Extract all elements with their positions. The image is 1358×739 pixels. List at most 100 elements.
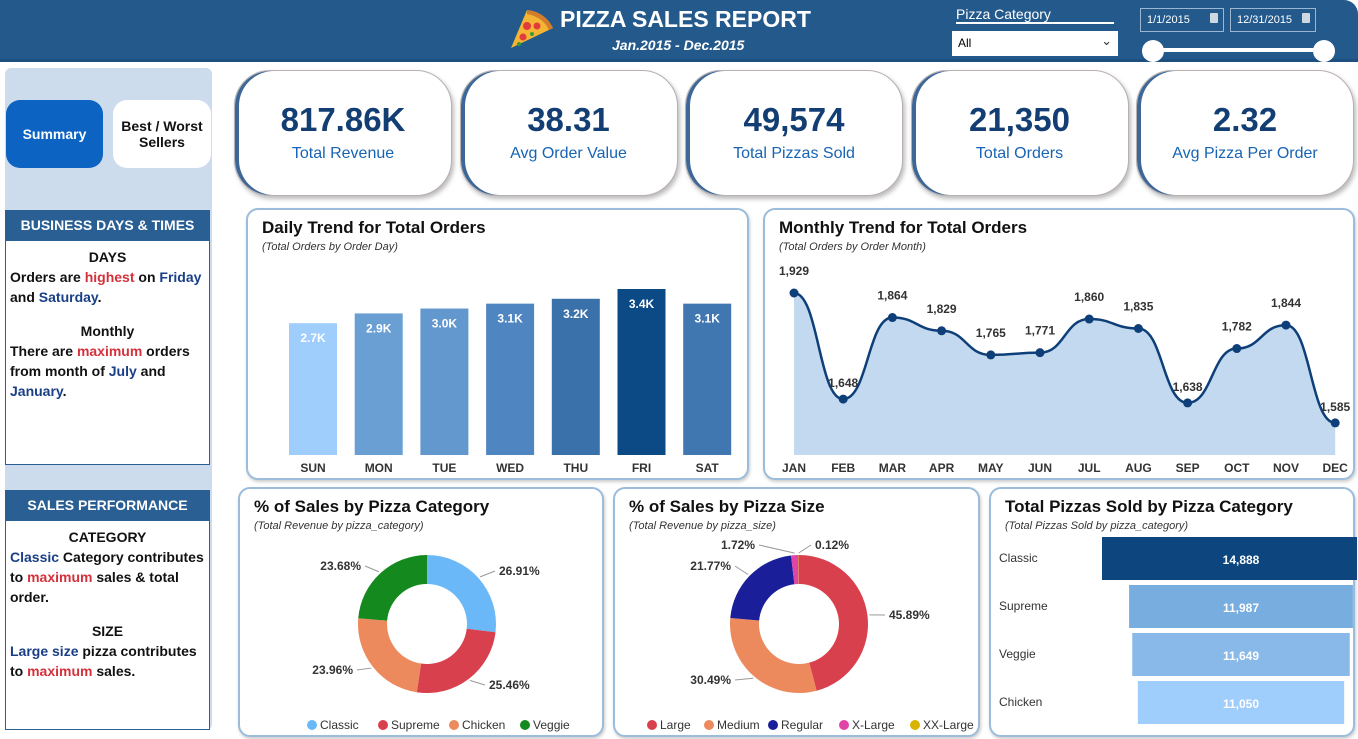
dropdown-value: All bbox=[958, 36, 971, 50]
x-tick-label: THU bbox=[563, 461, 588, 475]
insight-text: Large size pizza contributes to maximum … bbox=[10, 641, 205, 681]
start-date-input[interactable]: 1/1/2015 bbox=[1140, 8, 1224, 32]
data-point bbox=[1036, 348, 1045, 357]
slice-medium bbox=[730, 618, 817, 693]
leader-line bbox=[365, 566, 379, 572]
insight-segment: Large size bbox=[10, 643, 78, 659]
category-label: Classic bbox=[999, 551, 1038, 565]
insight-text: Orders are highest on Friday and Saturda… bbox=[10, 267, 205, 307]
insight-segment: maximum bbox=[77, 343, 142, 359]
bar-sat bbox=[683, 304, 731, 455]
insight-title: SIZE bbox=[10, 621, 205, 641]
x-tick-label: MAY bbox=[978, 461, 1004, 475]
end-date-input[interactable]: 12/31/2015 bbox=[1230, 8, 1316, 32]
bar-data-label: 11,987 bbox=[1223, 601, 1259, 615]
legend-marker bbox=[910, 720, 920, 730]
data-point bbox=[986, 350, 995, 359]
leader-line bbox=[357, 668, 371, 670]
data-point bbox=[1134, 324, 1143, 333]
insight-segment: highest bbox=[85, 269, 135, 285]
category-label: Supreme bbox=[999, 599, 1048, 613]
kpi-label: Total Orders bbox=[912, 145, 1128, 163]
category-label: Chicken bbox=[999, 695, 1042, 709]
slice-supreme bbox=[417, 629, 496, 693]
bar-data-label: 3.2K bbox=[563, 307, 589, 321]
kpi-value: 817.86K bbox=[235, 101, 451, 139]
slice-veggie bbox=[358, 555, 427, 621]
data-point bbox=[1232, 344, 1241, 353]
insight-segment: sales. bbox=[92, 663, 135, 679]
insight-segment: and bbox=[10, 289, 39, 305]
summary-button[interactable]: Summary bbox=[6, 100, 103, 168]
sales-by-size-card: % of Sales by Pizza Size (Total Revenue … bbox=[613, 487, 980, 737]
legend-label: Regular bbox=[781, 718, 823, 732]
kpi-label: Avg Order Value bbox=[461, 145, 677, 163]
bar-wed bbox=[486, 304, 534, 455]
data-point bbox=[1085, 315, 1094, 324]
date-range-slider-track[interactable] bbox=[1152, 48, 1324, 52]
point-data-label: 1,829 bbox=[927, 302, 957, 316]
slice-data-label: 45.89% bbox=[889, 608, 930, 622]
kpi-value: 38.31 bbox=[461, 101, 677, 139]
bar-thu bbox=[552, 299, 600, 455]
legend-marker bbox=[839, 720, 849, 730]
slider-end-handle[interactable] bbox=[1313, 40, 1335, 62]
pizza-slice-icon bbox=[505, 4, 557, 54]
bar-data-label: 11,649 bbox=[1223, 649, 1259, 663]
x-tick-label: DEC bbox=[1323, 461, 1349, 475]
data-point bbox=[790, 289, 799, 298]
data-point bbox=[1282, 321, 1291, 330]
slice-data-label: 23.96% bbox=[312, 663, 353, 677]
insight-segment: . bbox=[63, 383, 67, 399]
legend-marker bbox=[520, 720, 530, 730]
report-period: Jan.2015 - Dec.2015 bbox=[612, 37, 744, 53]
insight-title: CATEGORY bbox=[10, 527, 205, 547]
leader-line bbox=[799, 545, 811, 553]
insight-segment: Saturday bbox=[39, 289, 98, 305]
point-data-label: 1,835 bbox=[1123, 299, 1153, 313]
legend-label: X-Large bbox=[852, 718, 895, 732]
x-tick-label: FEB bbox=[831, 461, 855, 475]
point-data-label: 1,638 bbox=[1173, 380, 1203, 394]
sales-by-category-card: % of Sales by Pizza Category (Total Reve… bbox=[238, 487, 604, 737]
x-tick-label: MAR bbox=[879, 461, 907, 475]
kpi-value: 21,350 bbox=[912, 101, 1128, 139]
insight-title: DAYS bbox=[10, 247, 205, 267]
monthly-trend-card: Monthly Trend for Total Orders (Total Or… bbox=[763, 208, 1355, 480]
slice-data-label: 25.46% bbox=[489, 678, 530, 692]
insight-segment: on bbox=[135, 269, 160, 285]
x-tick-label: JUN bbox=[1028, 461, 1052, 475]
calendar-icon[interactable] bbox=[1302, 13, 1310, 23]
x-tick-label: SEP bbox=[1176, 461, 1200, 475]
legend-marker bbox=[307, 720, 317, 730]
data-point bbox=[937, 326, 946, 335]
bar-data-label: 3.4K bbox=[629, 297, 655, 311]
best-worst-sellers-button[interactable]: Best / Worst Sellers bbox=[113, 100, 211, 168]
data-point bbox=[888, 313, 897, 322]
legend-label: Medium bbox=[717, 718, 760, 732]
point-data-label: 1,929 bbox=[779, 264, 809, 278]
legend-label: Classic bbox=[320, 718, 359, 732]
insight-segment: July bbox=[109, 363, 137, 379]
report-title: PIZZA SALES REPORT bbox=[560, 6, 811, 33]
pizzas-sold-funnel: 14,888Classic11,987Supreme11,649Veggie11… bbox=[991, 489, 1357, 739]
legend-marker bbox=[647, 720, 657, 730]
bar-data-label: 14,888 bbox=[1223, 553, 1260, 567]
kpi-value: 2.32 bbox=[1137, 101, 1353, 139]
x-tick-label: JUL bbox=[1078, 461, 1101, 475]
chevron-down-icon: ⌄ bbox=[1101, 33, 1112, 49]
legend-marker bbox=[768, 720, 778, 730]
pizza-category-label: Pizza Category bbox=[956, 6, 1114, 24]
point-data-label: 1,860 bbox=[1074, 290, 1104, 304]
pizza-category-dropdown[interactable]: All ⌄ bbox=[952, 31, 1118, 56]
x-tick-label: FRI bbox=[632, 461, 651, 475]
slider-start-handle[interactable] bbox=[1142, 40, 1164, 62]
x-tick-label: OCT bbox=[1224, 461, 1250, 475]
x-tick-label: TUE bbox=[432, 461, 456, 475]
calendar-icon[interactable] bbox=[1210, 13, 1218, 23]
legend-label: Large bbox=[660, 718, 691, 732]
